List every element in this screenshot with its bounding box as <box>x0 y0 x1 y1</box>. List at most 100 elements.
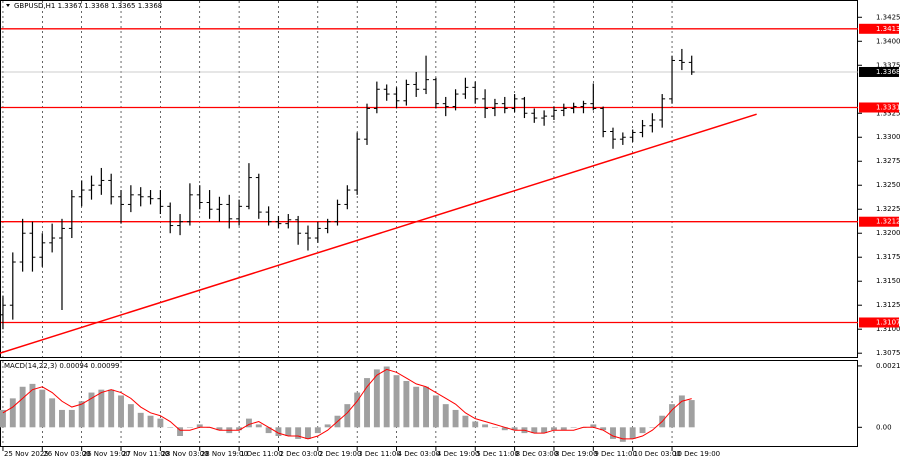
y-tick-label: 1.3400 <box>876 37 900 45</box>
macd-bar <box>472 421 479 428</box>
macd-bar <box>68 409 75 428</box>
macd-bar <box>541 427 548 434</box>
macd-bar <box>501 427 508 431</box>
macd-bar <box>531 427 538 434</box>
macd-bar <box>9 398 16 428</box>
current-price-label: 1.3368 <box>876 68 900 76</box>
macd-title: MACD(14,22,3) 0.00094 0.00099 <box>4 362 120 370</box>
level-label: 1.3212 <box>876 218 900 226</box>
macd-bar <box>147 415 154 428</box>
y-tick-label: 1.3250 <box>876 181 900 189</box>
y-tick-label: 1.3325 <box>876 109 900 117</box>
x-tick-label: 26 Nov 03:00 <box>43 450 90 458</box>
y-tick-label: 0.00 <box>876 423 892 431</box>
macd-bar <box>570 427 577 428</box>
x-tick-label: 28 Nov 19:00 <box>201 450 248 458</box>
level-label: 1.3331 <box>876 103 900 111</box>
macd-bar <box>491 427 498 428</box>
macd-bar <box>423 386 429 428</box>
x-tick-label: 10 Dec 03:00 <box>634 450 681 458</box>
x-tick-label: 2 Dec 19:00 <box>319 450 362 458</box>
macd-bar <box>383 366 390 428</box>
menu-triangle <box>6 4 10 7</box>
macd-bar <box>236 427 243 431</box>
macd-bar <box>560 427 567 431</box>
macd-bar <box>108 389 115 428</box>
macd-bar <box>177 427 184 436</box>
macd-bar <box>245 418 252 428</box>
x-tick-label: 4 Dec 19:00 <box>437 450 480 458</box>
x-tick-label: 2 Dec 03:00 <box>279 450 322 458</box>
macd-bar <box>0 409 6 428</box>
macd-bar <box>285 427 292 436</box>
macd-bar <box>59 409 65 428</box>
macd-bar <box>610 427 616 439</box>
macd-bar <box>639 427 646 434</box>
macd-bar <box>275 427 282 436</box>
macd-bar <box>19 386 26 428</box>
x-tick-label: 5 Dec 11:00 <box>476 450 519 458</box>
x-tick-label: 8 Dec 03:00 <box>516 450 559 458</box>
macd-bar <box>462 415 469 428</box>
macd-bar <box>49 398 56 428</box>
macd-bar <box>432 395 439 428</box>
level-label: 1.3107 <box>876 318 900 326</box>
macd-bar <box>669 404 675 428</box>
price-pane <box>0 0 858 358</box>
y-tick-label: 1.3125 <box>876 301 900 309</box>
y-tick-label: 1.3300 <box>876 133 900 141</box>
macd-bar <box>314 427 321 434</box>
level-box <box>859 317 899 328</box>
macd-bar <box>373 369 380 428</box>
y-tick-label: 1.3100 <box>876 325 900 333</box>
macd-bar <box>452 409 459 428</box>
macd-bar <box>678 395 685 428</box>
y-tick-label: 1.3375 <box>876 61 900 69</box>
trendline <box>0 113 757 354</box>
signal-line <box>2 368 692 440</box>
macd-bar <box>364 378 370 428</box>
macd-bar <box>137 412 144 428</box>
macd-bar <box>127 404 134 428</box>
level-box <box>859 102 899 113</box>
y-tick-label: 1.3425 <box>876 13 900 21</box>
macd-bar <box>305 427 311 439</box>
macd-bar <box>393 375 400 428</box>
x-tick-label: 28 Nov 03:00 <box>161 450 208 458</box>
macd-bar <box>78 401 85 428</box>
macd-bar <box>413 386 420 428</box>
macd-bar <box>629 427 636 439</box>
macd-bar <box>442 404 449 428</box>
x-tick-label: 10 Dec 19:00 <box>673 450 720 458</box>
current-price-box <box>859 66 899 77</box>
level-box <box>859 216 899 227</box>
x-tick-label: 8 Dec 19:00 <box>555 450 598 458</box>
macd-bar <box>403 380 410 428</box>
macd-bar <box>216 427 223 431</box>
macd-bar <box>29 383 36 428</box>
x-tick-label: 25 Nov 2025 <box>4 450 49 458</box>
x-tick-label: 3 Dec 11:00 <box>358 450 401 458</box>
x-tick-label: 1 Dec 11:00 <box>240 450 283 458</box>
level-box <box>859 23 899 34</box>
y-tick-label: 1.3150 <box>876 277 900 285</box>
macd-bar <box>186 427 193 428</box>
x-tick-label: 27 Nov 11:00 <box>122 450 169 458</box>
macd-bar <box>196 424 203 428</box>
macd-bar <box>118 395 124 428</box>
macd-bar <box>39 389 46 428</box>
macd-bar <box>354 392 361 428</box>
macd-bar <box>344 404 351 428</box>
y-tick-label: 1.3175 <box>876 253 900 261</box>
macd-bar <box>619 427 626 442</box>
macd-bar <box>167 427 174 428</box>
macd-bar <box>688 400 695 428</box>
macd-bar <box>511 427 518 431</box>
macd-bar <box>649 427 656 428</box>
y-tick-label: 1.3275 <box>876 157 900 165</box>
macd-bar <box>98 389 105 428</box>
macd-bar <box>600 427 607 431</box>
y-tick-label: 1.3225 <box>876 205 900 213</box>
macd-bar <box>157 418 164 428</box>
